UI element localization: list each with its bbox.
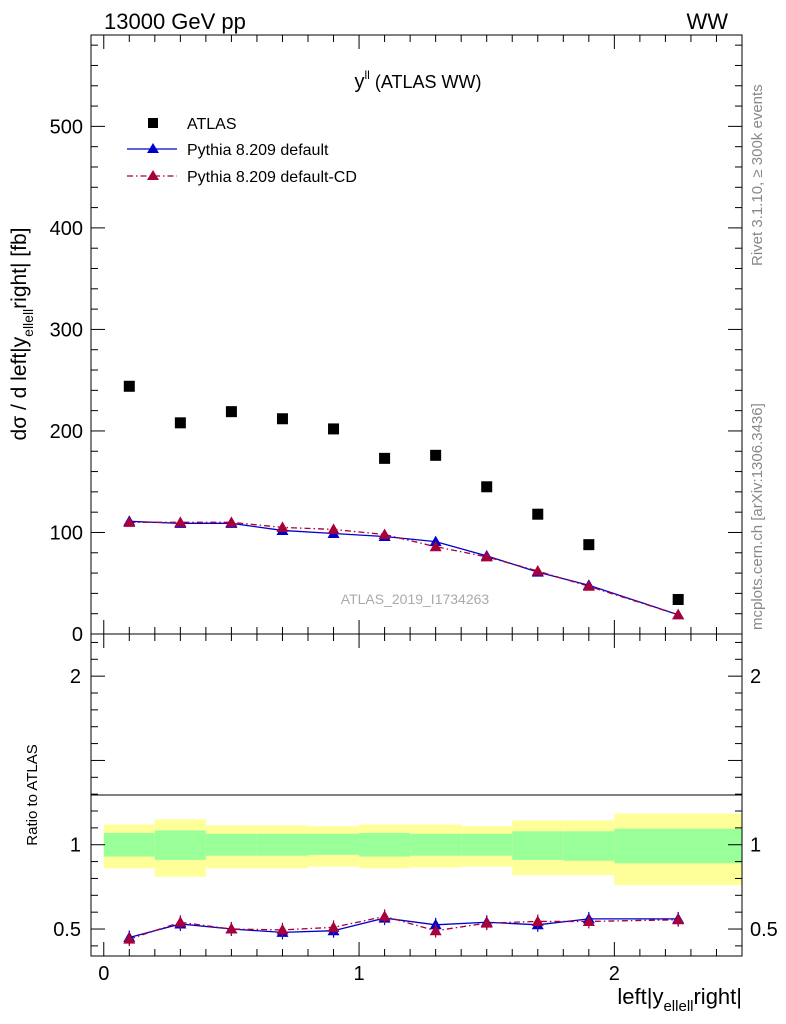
main-data-point-2 xyxy=(123,516,136,527)
legend-marker-default xyxy=(147,143,159,153)
main-ytick-label: 300 xyxy=(50,319,83,341)
main-ylabel-part1: dσ / d left|y xyxy=(8,336,31,440)
main-ylabel-sub: ellell xyxy=(20,309,36,337)
ratio-data-point-1 xyxy=(429,924,442,936)
ratio-ytick-label-right: 2 xyxy=(750,666,761,688)
main-data-point-atlas xyxy=(583,539,595,551)
ratio-band-inner xyxy=(563,831,615,861)
ratio-data-point-1 xyxy=(480,917,493,928)
ratio-axes: 0.5 0.5 1 1 2 2 0 1 2 xyxy=(53,634,778,985)
ratio-ytick-label: 1 xyxy=(70,835,81,857)
ratio-ytick-label-right: 1 xyxy=(750,835,761,857)
ratio-data-point-1 xyxy=(225,923,238,934)
main-title-main: y xyxy=(354,71,364,93)
main-title: yll (ATLAS WW) xyxy=(354,68,481,93)
ratio-ytick-label: 2 xyxy=(70,666,81,688)
main-data-point-2 xyxy=(378,528,391,540)
main-panel: 0 100 200 300 400 500 yll (ATLAS WW) ATLAS_20… xyxy=(50,34,743,646)
ratio-data-point-1 xyxy=(672,913,685,925)
ratio-xtick-label: 2 xyxy=(609,963,620,985)
main-data-point-2 xyxy=(327,523,340,534)
main-data-point-atlas xyxy=(225,406,237,418)
ratio-band-inner xyxy=(205,833,257,856)
ratio-data-point-1 xyxy=(378,910,391,921)
ratio-series-line-1 xyxy=(129,915,679,940)
main-data-point-2 xyxy=(225,516,238,527)
analysis-watermark: ATLAS_2019_I1734263 xyxy=(341,591,490,607)
ratio-ytick-label: 0.5 xyxy=(53,919,81,941)
main-data-point-atlas xyxy=(123,380,135,392)
header-left: 13000 GeV pp xyxy=(104,9,246,34)
main-ytick-label: 100 xyxy=(50,522,83,544)
main-data-point-atlas xyxy=(328,423,340,435)
main-data-point-atlas xyxy=(379,452,391,464)
main-series-line-2 xyxy=(129,521,679,616)
ratio-band-inner xyxy=(512,831,564,860)
mcplots-label: mcplots.cern.ch [arXiv:1306.3436] xyxy=(749,403,766,630)
main-ytick-label: 500 xyxy=(50,116,83,138)
main-title-text: (ATLAS WW) xyxy=(375,72,482,92)
main-data-point-atlas xyxy=(532,508,544,520)
main-axes: 0 100 200 300 400 500 xyxy=(50,35,743,646)
ratio-data-point-1 xyxy=(327,921,340,932)
main-data-point-atlas xyxy=(276,413,288,425)
ratio-band-inner xyxy=(256,833,308,856)
main-ylabel: dσ / d left|yellellright| [fb] xyxy=(8,228,36,441)
main-ytick-label: 400 xyxy=(50,218,83,240)
xlabel-part3: right| xyxy=(693,984,742,1009)
main-data-point-2 xyxy=(480,550,493,562)
ratio-band-inner xyxy=(359,832,411,857)
main-data-point-atlas xyxy=(672,593,684,605)
main-title-sup: ll xyxy=(364,68,369,82)
ratio-bands xyxy=(103,813,742,886)
ratio-band-inner xyxy=(154,830,206,860)
ratio-data-point-1 xyxy=(276,923,289,935)
ratio-band-inner xyxy=(461,833,513,856)
legend-label-default: Pythia 8.209 default xyxy=(187,142,329,159)
main-ytick-label: 0 xyxy=(72,624,83,646)
ratio-panel: 0.5 0.5 1 1 2 2 0 1 2 xyxy=(53,633,778,985)
main-data-point-2 xyxy=(429,540,442,552)
main-data-point-2 xyxy=(672,608,685,620)
legend-marker-default-cd xyxy=(147,170,159,180)
xlabel-sub: ellell xyxy=(663,998,693,1015)
ratio-ylabel: Ratio to ATLAS xyxy=(24,744,41,845)
main-ytick-label: 200 xyxy=(50,421,83,443)
main-marks xyxy=(123,380,685,620)
ratio-frame xyxy=(90,633,743,957)
main-data-point-atlas xyxy=(174,417,186,429)
main-data-point-atlas xyxy=(430,449,442,461)
main-data-point-2 xyxy=(276,521,289,532)
ratio-band-inner xyxy=(614,828,742,864)
legend-label-default-cd: Pythia 8.209 default-CD xyxy=(187,169,357,186)
ratio-marks xyxy=(123,909,685,947)
main-data-point-atlas xyxy=(481,481,493,493)
main-data-point-2 xyxy=(582,580,595,591)
main-ylabel-part3: right| [fb] xyxy=(8,228,31,309)
ratio-band-inner xyxy=(308,833,360,855)
ratio-band-inner xyxy=(410,833,462,856)
xlabel: left|yellellright| xyxy=(617,984,742,1015)
legend: ATLAS Pythia 8.209 default Pythia 8.209 … xyxy=(127,116,357,186)
legend-label-atlas: ATLAS xyxy=(187,116,237,133)
ratio-band-inner xyxy=(103,832,155,857)
ratio-data-point-1 xyxy=(123,933,136,944)
ratio-data-point-1 xyxy=(531,915,544,926)
ratio-xtick-label: 0 xyxy=(98,963,109,985)
main-data-point-2 xyxy=(174,516,187,527)
main-data-point-2 xyxy=(531,565,544,576)
ratio-data-point-1 xyxy=(174,916,187,927)
xlabel-part1: left|y xyxy=(617,984,663,1009)
ratio-ytick-label-right: 0.5 xyxy=(750,919,778,941)
ratio-data-point-1 xyxy=(582,915,595,926)
legend-marker-atlas xyxy=(148,118,158,128)
ratio-xtick-label: 1 xyxy=(353,963,364,985)
rivet-label: Rivet 3.1.10, ≥ 300k events xyxy=(749,84,766,266)
header-right: WW xyxy=(686,9,728,34)
